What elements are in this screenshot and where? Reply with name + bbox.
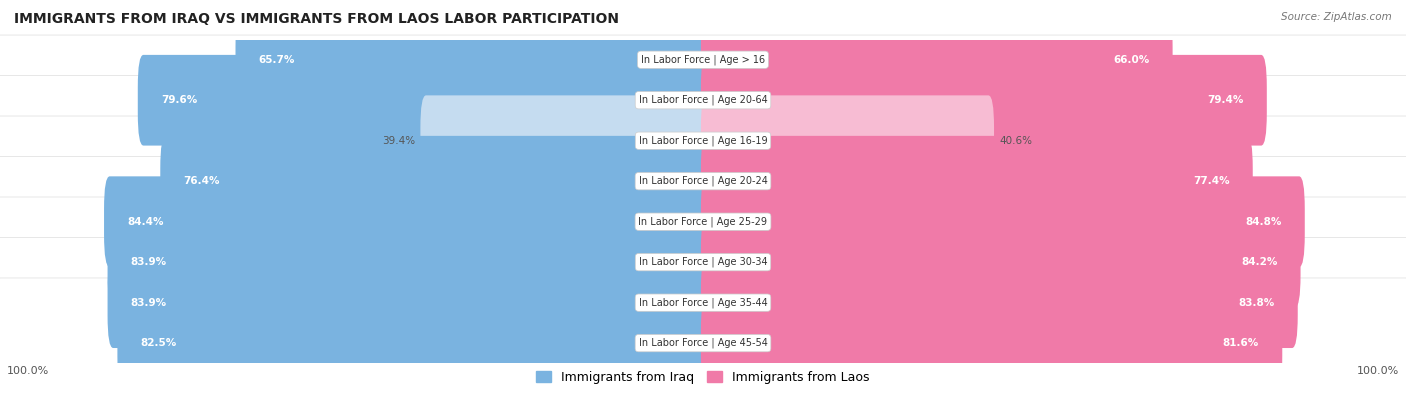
Text: 84.4%: 84.4%: [127, 217, 163, 227]
Text: 39.4%: 39.4%: [382, 136, 416, 146]
FancyBboxPatch shape: [160, 136, 704, 227]
FancyBboxPatch shape: [0, 278, 1406, 395]
Text: 84.8%: 84.8%: [1246, 217, 1282, 227]
FancyBboxPatch shape: [0, 116, 1406, 246]
FancyBboxPatch shape: [700, 136, 1253, 227]
Text: In Labor Force | Age 20-64: In Labor Force | Age 20-64: [638, 95, 768, 105]
FancyBboxPatch shape: [104, 176, 704, 267]
FancyBboxPatch shape: [700, 298, 1282, 389]
Text: In Labor Force | Age 45-54: In Labor Force | Age 45-54: [638, 338, 768, 348]
Text: In Labor Force | Age 30-34: In Labor Force | Age 30-34: [638, 257, 768, 267]
Text: 84.2%: 84.2%: [1241, 257, 1278, 267]
Text: 65.7%: 65.7%: [259, 55, 295, 65]
Legend: Immigrants from Iraq, Immigrants from Laos: Immigrants from Iraq, Immigrants from La…: [531, 366, 875, 389]
Text: 83.8%: 83.8%: [1239, 298, 1275, 308]
Text: Source: ZipAtlas.com: Source: ZipAtlas.com: [1281, 12, 1392, 22]
FancyBboxPatch shape: [0, 0, 1406, 125]
FancyBboxPatch shape: [117, 298, 704, 389]
Text: In Labor Force | Age 16-19: In Labor Force | Age 16-19: [638, 135, 768, 146]
Text: 66.0%: 66.0%: [1114, 55, 1150, 65]
Text: 83.9%: 83.9%: [131, 257, 167, 267]
FancyBboxPatch shape: [236, 14, 704, 105]
FancyBboxPatch shape: [0, 156, 1406, 287]
Text: In Labor Force | Age 35-44: In Labor Force | Age 35-44: [638, 297, 768, 308]
Text: 83.9%: 83.9%: [131, 298, 167, 308]
FancyBboxPatch shape: [700, 176, 1305, 267]
FancyBboxPatch shape: [420, 95, 706, 186]
FancyBboxPatch shape: [107, 217, 704, 308]
Text: 82.5%: 82.5%: [141, 338, 177, 348]
FancyBboxPatch shape: [700, 14, 1173, 105]
Text: 79.4%: 79.4%: [1208, 95, 1244, 105]
Text: 100.0%: 100.0%: [1357, 366, 1399, 376]
Text: 79.6%: 79.6%: [160, 95, 197, 105]
FancyBboxPatch shape: [107, 257, 704, 348]
Text: 40.6%: 40.6%: [998, 136, 1032, 146]
FancyBboxPatch shape: [700, 55, 1267, 146]
Text: 77.4%: 77.4%: [1192, 176, 1229, 186]
Text: 81.6%: 81.6%: [1223, 338, 1260, 348]
FancyBboxPatch shape: [0, 35, 1406, 166]
Text: IMMIGRANTS FROM IRAQ VS IMMIGRANTS FROM LAOS LABOR PARTICIPATION: IMMIGRANTS FROM IRAQ VS IMMIGRANTS FROM …: [14, 12, 619, 26]
FancyBboxPatch shape: [0, 75, 1406, 206]
Text: In Labor Force | Age > 16: In Labor Force | Age > 16: [641, 55, 765, 65]
FancyBboxPatch shape: [0, 237, 1406, 368]
Text: 76.4%: 76.4%: [183, 176, 219, 186]
FancyBboxPatch shape: [700, 95, 994, 186]
FancyBboxPatch shape: [700, 257, 1298, 348]
Text: 100.0%: 100.0%: [7, 366, 49, 376]
Text: In Labor Force | Age 20-24: In Labor Force | Age 20-24: [638, 176, 768, 186]
Text: In Labor Force | Age 25-29: In Labor Force | Age 25-29: [638, 216, 768, 227]
FancyBboxPatch shape: [138, 55, 704, 146]
FancyBboxPatch shape: [700, 217, 1301, 308]
FancyBboxPatch shape: [0, 197, 1406, 327]
